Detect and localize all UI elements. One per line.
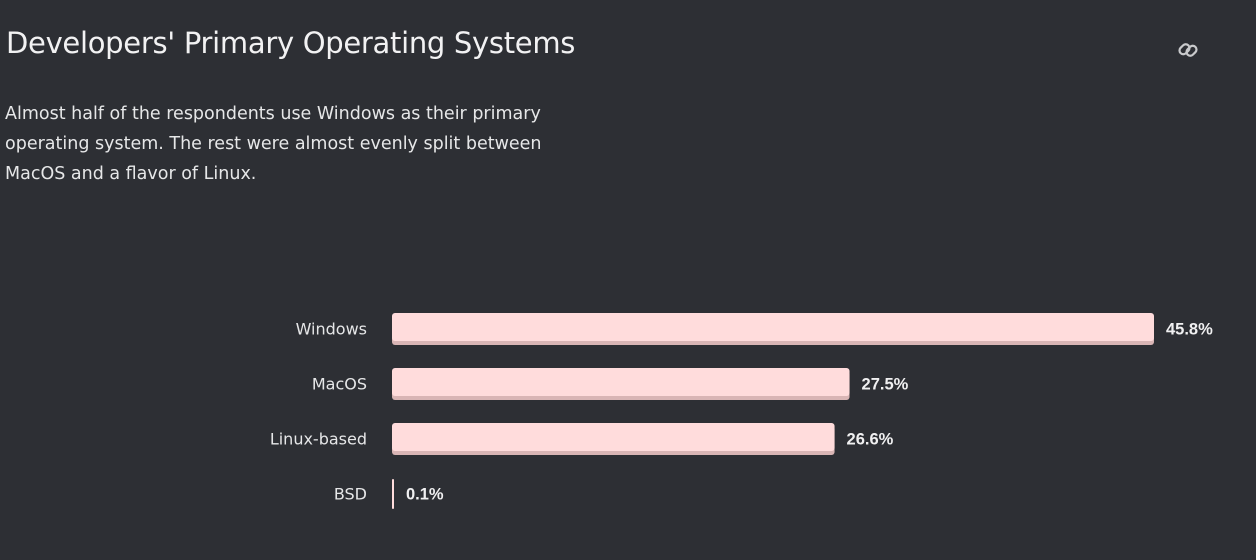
link-icon [1178, 43, 1198, 57]
chart-description: Almost half of the respondents use Windo… [5, 104, 542, 184]
bar-chart-svg: Windows 45.8% MacOS 27.5% Linux-based 26.6% BS… [270, 313, 1213, 509]
chart-title: Developers' Primary Operating Systems [6, 26, 576, 60]
bar-chart: Windows 45.8% MacOS 27.5% Linux-based 26.6% BS… [0, 296, 1256, 536]
value-label: 27.5% [862, 376, 909, 394]
bar-row-bsd: BSD 0.1% [334, 479, 444, 509]
bar-windows[interactable] [392, 313, 1154, 341]
value-label: 0.1% [406, 486, 444, 504]
bar-row-windows: Windows 45.8% [296, 313, 1213, 345]
bar-row-linux-based: Linux-based 26.6% [270, 423, 894, 455]
bar-macos[interactable] [392, 368, 850, 396]
category-label: MacOS [312, 375, 367, 394]
bar-linux-based[interactable] [392, 423, 835, 451]
category-label: Windows [296, 320, 367, 339]
permalink-button[interactable] [1174, 36, 1202, 64]
value-label: 45.8% [1166, 321, 1213, 339]
category-label: BSD [334, 485, 367, 504]
value-label: 26.6% [847, 431, 894, 449]
bar-bsd[interactable] [392, 479, 394, 509]
category-label: Linux-based [270, 430, 367, 449]
bar-row-macos: MacOS 27.5% [312, 368, 909, 400]
